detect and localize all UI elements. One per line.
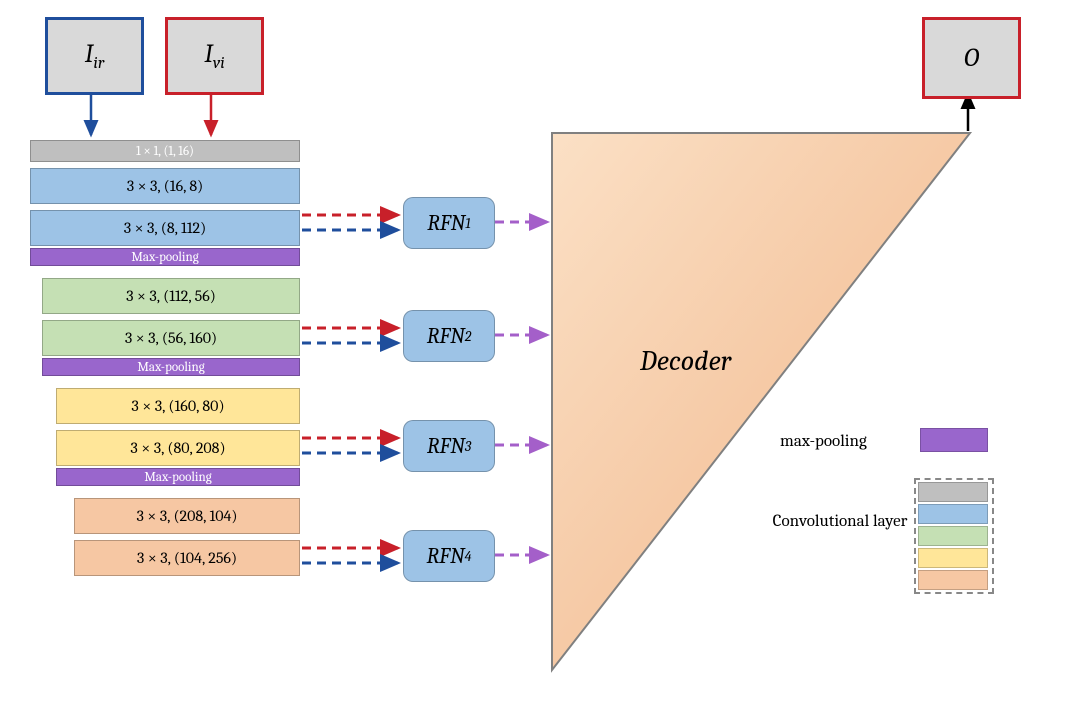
- legend-conv-swatch: [918, 482, 988, 502]
- output-label: O: [964, 43, 979, 73]
- encoder-layer-l2: 3 × 3, (8, 112): [30, 210, 300, 246]
- decoder-label: Decoder: [640, 345, 731, 377]
- encoder-layer-l3: 3 × 3, (112, 56): [42, 278, 300, 314]
- output-box: O: [922, 17, 1021, 99]
- encoder-layer-mp1: Max-pooling: [30, 248, 300, 266]
- input-vi: Ivi: [165, 17, 264, 95]
- legend-conv-swatch: [918, 504, 988, 524]
- decoder-triangle: [552, 133, 970, 670]
- encoder-layer-mp2: Max-pooling: [42, 358, 300, 376]
- encoder-layer-l1: 3 × 3, (16, 8): [30, 168, 300, 204]
- rfn1: RFN1: [403, 197, 495, 249]
- input-label: Iir: [85, 39, 104, 73]
- encoder-layer-l0: 1 × 1, (1, 16): [30, 140, 300, 162]
- encoder-layer-l6: 3 × 3, (80, 208): [56, 430, 300, 466]
- legend-conv-swatch: [918, 526, 988, 546]
- legend-conv-swatch: [918, 570, 988, 590]
- encoder-layer-l8: 3 × 3, (104, 256): [74, 540, 300, 576]
- encoder-layer-mp3: Max-pooling: [56, 468, 300, 486]
- input-ir: Iir: [45, 17, 144, 95]
- legend-maxpool-label: max-pooling: [780, 432, 867, 451]
- legend-conv-swatch: [918, 548, 988, 568]
- encoder-layer-l7: 3 × 3, (208, 104): [74, 498, 300, 534]
- input-label: Ivi: [204, 39, 224, 73]
- rfn2: RFN2: [403, 310, 495, 362]
- rfn4: RFN4: [403, 530, 495, 582]
- legend-maxpool-swatch: [920, 428, 988, 452]
- encoder-layer-l4: 3 × 3, (56, 160): [42, 320, 300, 356]
- encoder-layer-l5: 3 × 3, (160, 80): [56, 388, 300, 424]
- rfn3: RFN3: [403, 420, 495, 472]
- legend-conv-label: Convolutional layer: [770, 512, 910, 531]
- diagram-canvas: Decoder Iir Ivi O 1 × 1, (1, 16) 3 × 3, (16, …: [0, 0, 1077, 717]
